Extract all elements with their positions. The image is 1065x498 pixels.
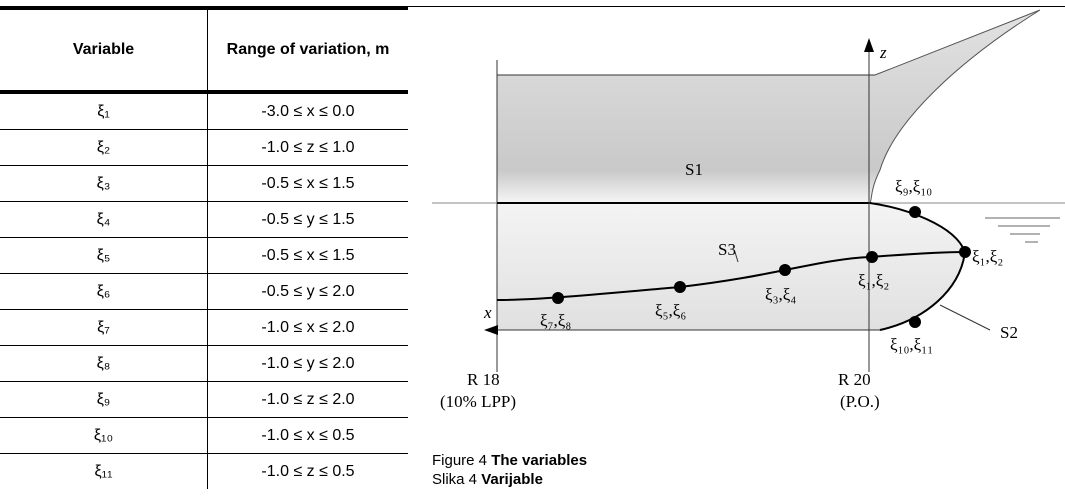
variable-cell: ξ₁₀ [0, 417, 208, 454]
range-cell: -0.5 ≤ x ≤ 1.5 [207, 237, 408, 274]
range-cell: -3.0 ≤ x ≤ 0.0 [207, 92, 408, 130]
leader [939, 304, 991, 331]
table-row: ξ₇ -1.0 ≤ x ≤ 2.0 [0, 309, 408, 346]
label: ξ₁,ξ₂ [858, 271, 889, 290]
variable-cell: ξ₅ [0, 237, 208, 274]
caption-label: Figure 4 [432, 452, 488, 469]
variable-cell: ξ₃ [0, 165, 208, 202]
rule [408, 6, 1065, 7]
variable-cell: ξ₇ [0, 309, 208, 346]
table-row: ξ₁ -3.0 ≤ x ≤ 0.0 [0, 92, 408, 130]
leader [734, 251, 739, 263]
table-row: ξ₉ -1.0 ≤ z ≤ 2.0 [0, 381, 408, 418]
point [909, 206, 921, 218]
variable-cell: ξ₄ [0, 201, 208, 238]
label: ξ₃,ξ₄ [765, 285, 796, 304]
caption: Figure 4 The variables [432, 452, 587, 469]
table-row: ξ₅ -0.5 ≤ x ≤ 1.5 [0, 237, 408, 274]
variable-cell: ξ₈ [0, 345, 208, 382]
table-row: ξ₂ -1.0 ≤ z ≤ 1.0 [0, 129, 408, 166]
table-row: ξ₈ -1.0 ≤ y ≤ 2.0 [0, 345, 408, 382]
range-cell: -0.5 ≤ y ≤ 1.5 [207, 201, 408, 238]
range-cell: -1.0 ≤ z ≤ 0.5 [261, 462, 355, 480]
label: x [483, 303, 492, 322]
label: S3 [718, 240, 736, 259]
label: S1 [685, 160, 703, 179]
label: R 20 [838, 370, 871, 389]
label: (10% LPP) [440, 392, 516, 411]
table-row: ξ₃ -0.5 ≤ x ≤ 1.5 [0, 165, 408, 202]
variable-cell: ξ₆ [0, 273, 208, 310]
arrow [484, 325, 498, 335]
caption: Slika 4 Varijable [432, 471, 543, 488]
label: ξ₁,ξ₂ [972, 247, 1003, 266]
range-cell: -0.5 ≤ x ≤ 1.5 [207, 165, 408, 202]
label: S2 [1000, 323, 1018, 342]
label: R 18 [467, 370, 500, 389]
table-row: ξ₁₀ -1.0 ≤ x ≤ 0.5 [0, 417, 408, 454]
variables-table: Variable Range of variation, m ξ₁ -3.0 ≤ … [0, 6, 408, 489]
point [866, 251, 878, 263]
point [674, 281, 686, 293]
range-cell: -1.0 ≤ z ≤ 1.0 [207, 129, 408, 166]
caption-title: The variables [491, 452, 588, 469]
hull [497, 10, 1040, 330]
range-cell: -1.0 ≤ y ≤ 2.0 [207, 345, 408, 382]
label: ξ₅,ξ₆ [655, 301, 686, 320]
range-cell: -0.5 ≤ y ≤ 2.0 [207, 273, 408, 310]
label: ξ₉,ξ₁₀ [895, 177, 932, 196]
point [779, 264, 791, 276]
label: z [879, 43, 887, 62]
arrow [864, 38, 874, 52]
s3-curve [496, 251, 966, 301]
range-cell: -1.0 ≤ z ≤ 2.0 [207, 381, 408, 418]
range-cell: -1.0 ≤ x ≤ 2.0 [207, 309, 408, 346]
point [552, 292, 564, 304]
variable-cell: ξ₁ [0, 92, 208, 130]
water-symbol [985, 217, 1060, 243]
label: ξ₁₀,ξ₁₁ [890, 335, 933, 354]
label: (P.O.) [840, 392, 880, 411]
table-row: ξ₁₁ -1.0 ≤ z ≤ 0.5 [0, 453, 408, 489]
variable-cell: ξ₂ [0, 129, 208, 166]
table-row: ξ₄ -0.5 ≤ y ≤ 1.5 [0, 201, 408, 238]
caption-title: Varijable [481, 471, 543, 488]
points [552, 206, 971, 328]
header-cell: Range of variation, m [207, 6, 408, 94]
caption-label: Slika 4 [432, 471, 478, 488]
point [909, 316, 921, 328]
variable-cell: ξ₁₁ [0, 453, 208, 489]
variable-cell: ξ₉ [0, 381, 208, 418]
point [959, 246, 971, 258]
range-cell: -1.0 ≤ x ≤ 0.5 [207, 417, 408, 454]
label: ξ₇,ξ₈ [540, 311, 571, 330]
bow-outline [869, 9, 1041, 204]
table-row: ξ₆ -0.5 ≤ y ≤ 2.0 [0, 273, 408, 310]
header-cell: Variable [0, 6, 208, 94]
